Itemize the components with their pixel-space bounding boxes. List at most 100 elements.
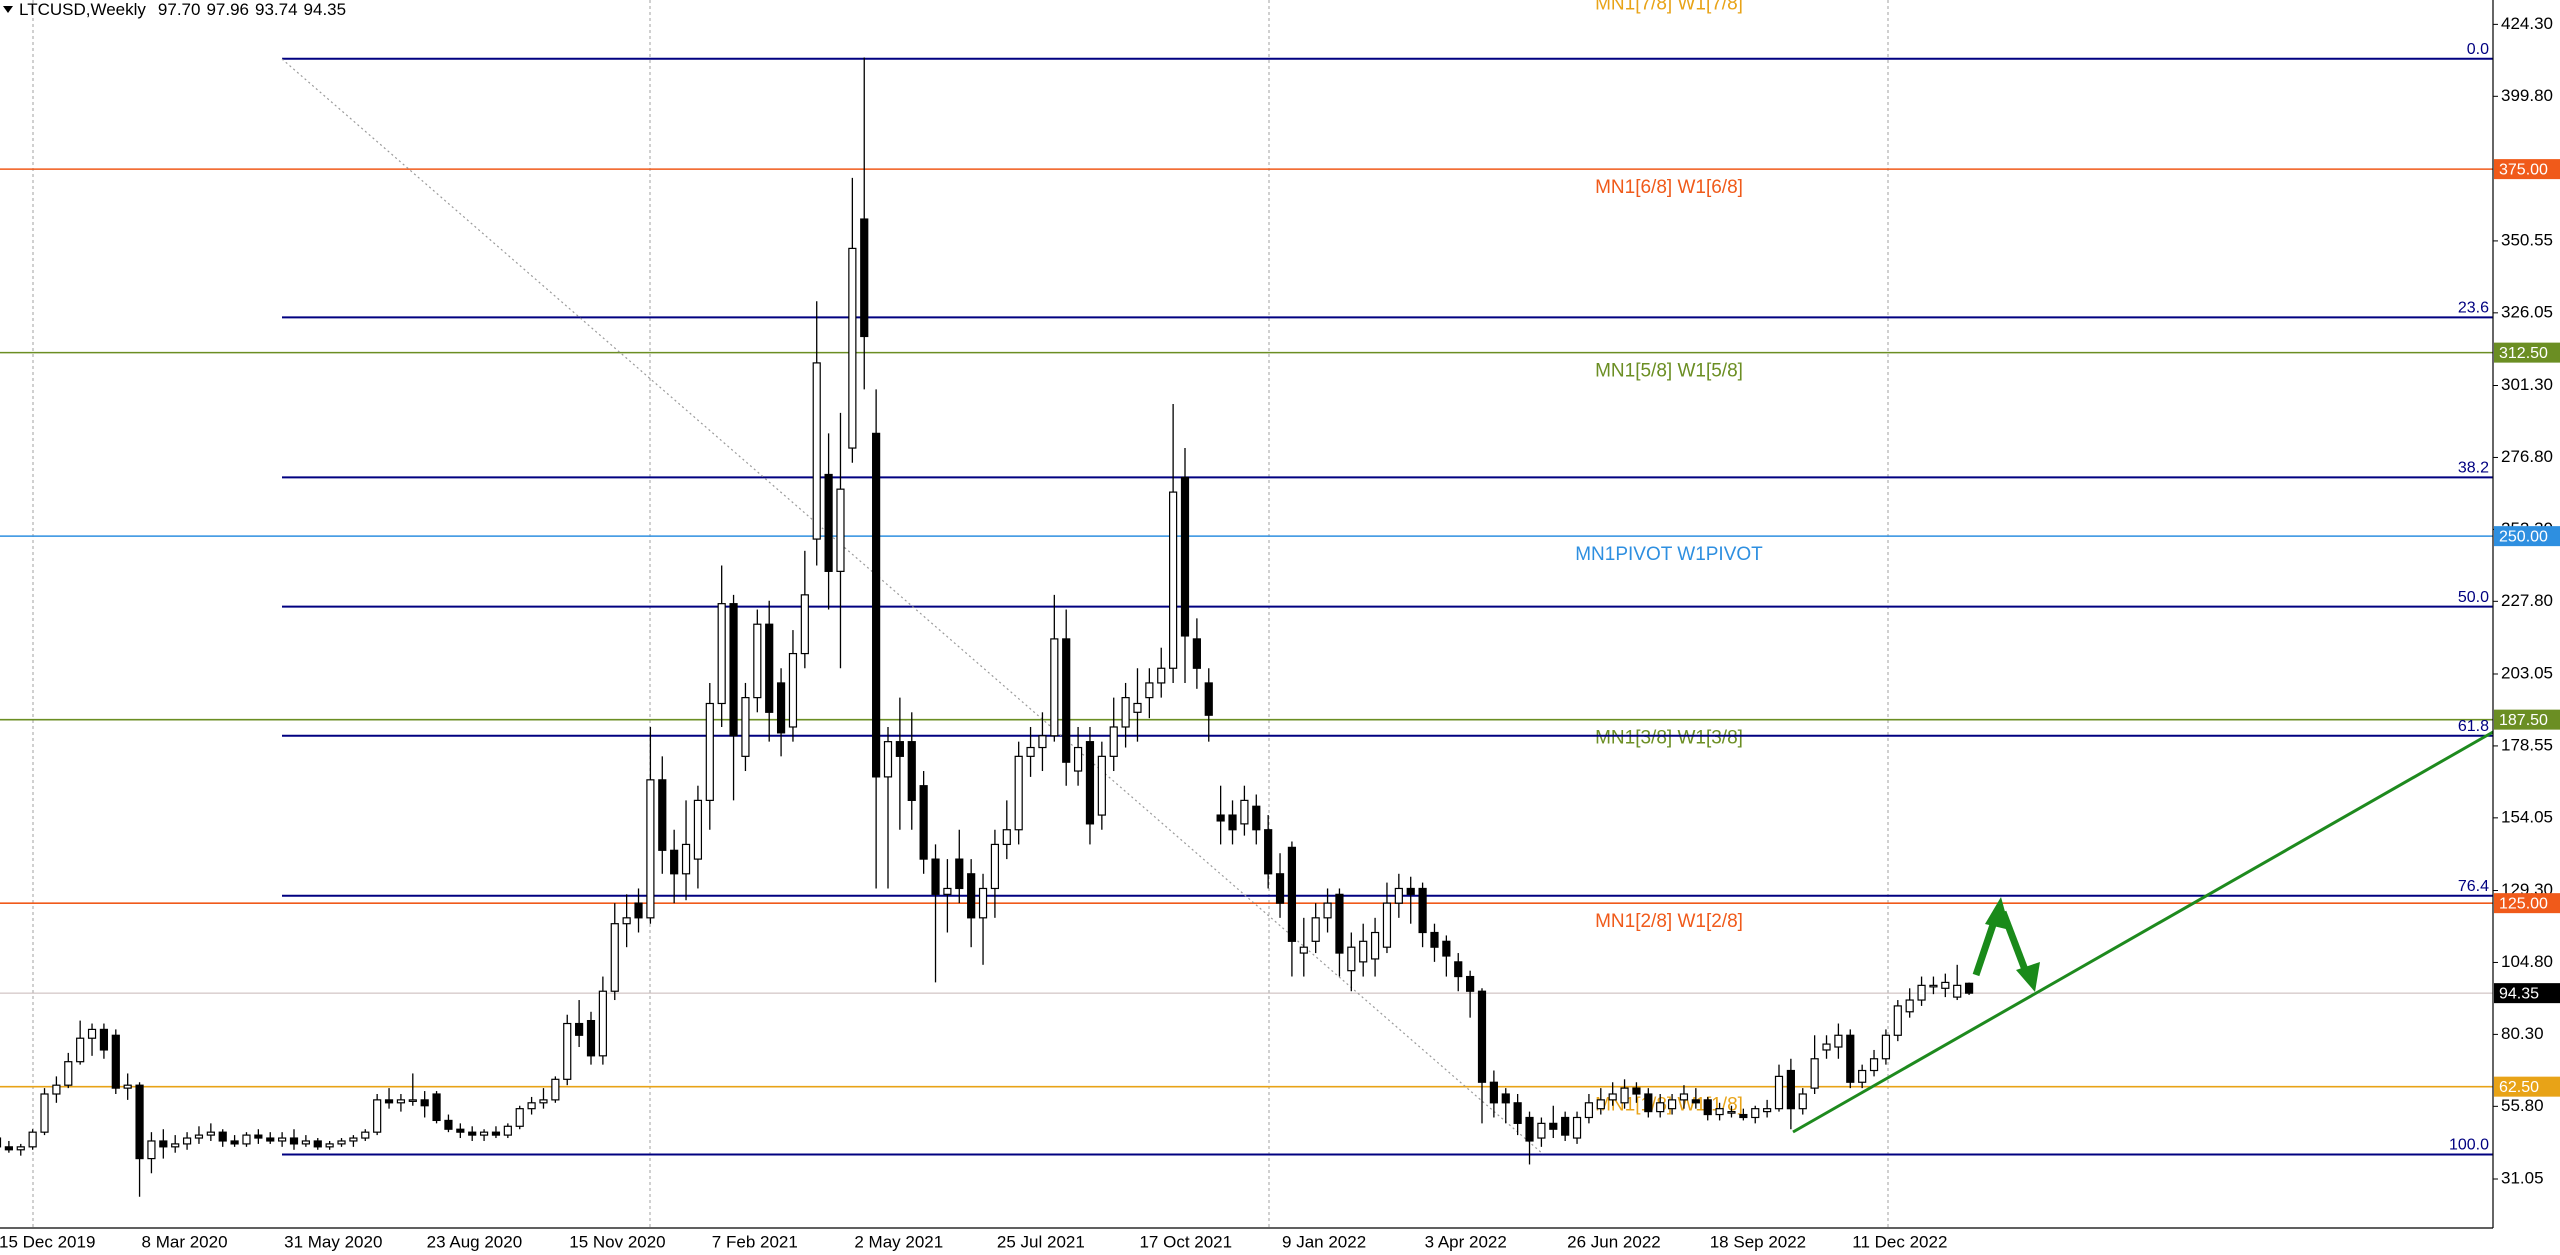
x-tick-label: 23 Aug 2020	[427, 1232, 522, 1251]
x-tick-label: 15 Nov 2020	[569, 1232, 665, 1251]
candle-body	[1727, 1111, 1736, 1114]
candle-body	[1477, 990, 1487, 1083]
candle-body	[1204, 682, 1213, 716]
level-name: MN1[6/8] W1[6/8]	[1595, 177, 1743, 198]
candle-body	[278, 1137, 287, 1142]
close-label: 94.35	[304, 0, 347, 19]
candle-body	[266, 1137, 275, 1142]
candle-body	[919, 785, 928, 860]
candle-body	[575, 1022, 584, 1036]
y-tick-label: 80.30	[2501, 1024, 2544, 1043]
candle-body	[1691, 1099, 1700, 1104]
candle-body	[1085, 741, 1095, 825]
candle-body	[76, 1037, 85, 1063]
candle-body	[361, 1131, 370, 1139]
annotations	[1792, 730, 2494, 1134]
candle-body	[384, 1099, 394, 1104]
candle-body	[408, 1099, 417, 1102]
candle-body	[432, 1093, 441, 1122]
current-price-label: 94.35	[2499, 985, 2539, 1002]
arrow-head	[2016, 962, 2040, 992]
symbol: LTCUSD,Weekly	[19, 0, 146, 19]
candle-body	[254, 1134, 263, 1139]
candle-body	[1394, 887, 1403, 904]
candle-body	[99, 1028, 109, 1051]
fibonacci: 0.0 23.6 38.2 50.0 61.8 76.4 100.0	[0, 41, 2493, 1156]
candle-body	[456, 1128, 465, 1133]
x-tick-label: 2 May 2021	[854, 1232, 943, 1251]
candle-body	[1228, 814, 1237, 831]
candle-body	[895, 741, 904, 757]
candle-body	[1109, 726, 1118, 757]
candle-body	[1038, 735, 1047, 749]
candle-body	[1834, 1034, 1843, 1048]
candle-body	[1656, 1102, 1665, 1113]
candle-body	[1513, 1102, 1522, 1124]
candle-body	[1739, 1113, 1748, 1119]
fib-label: 38.2	[2458, 460, 2489, 477]
candle-body	[1632, 1087, 1641, 1095]
candle-body	[147, 1140, 156, 1160]
y-tick-label: 399.80	[2501, 86, 2553, 105]
candle-body	[111, 1034, 120, 1089]
candle-body	[313, 1140, 322, 1148]
candle-body	[1537, 1122, 1546, 1139]
x-tick-label: 26 Jun 2022	[1567, 1232, 1661, 1251]
x-tick-label: 3 Apr 2022	[1425, 1232, 1507, 1251]
candle-body	[753, 623, 762, 699]
arrow-down	[1999, 910, 2031, 977]
period-separators	[32, 0, 1889, 1228]
candle-body	[931, 858, 940, 895]
candle-body	[978, 887, 988, 919]
level-price-box	[2494, 159, 2560, 180]
y-tick-label: 55.80	[2501, 1096, 2544, 1115]
candle-body	[1644, 1093, 1653, 1113]
level-name: MN1[5/8] W1[5/8]	[1595, 361, 1743, 382]
candle-body	[396, 1099, 406, 1104]
candle-body	[182, 1137, 192, 1145]
candle-body	[1774, 1075, 1784, 1110]
candle-body	[1026, 746, 1035, 757]
level-price-label: 125.00	[2499, 895, 2548, 912]
candle-body	[1097, 755, 1106, 816]
candle-body	[420, 1099, 429, 1107]
candle-body	[1240, 799, 1249, 825]
candle-body	[693, 799, 703, 860]
candle-body	[990, 843, 1000, 890]
candle-body	[1810, 1058, 1819, 1089]
candle-body	[1786, 1069, 1795, 1110]
candle-body	[1002, 829, 1011, 846]
candle-body	[1382, 902, 1392, 948]
level-name: MN1PIVOT W1PIVOT	[1575, 544, 1763, 565]
candle-body	[1406, 887, 1415, 895]
candle-body	[563, 1022, 572, 1080]
level-price-label: 375.00	[2499, 161, 2548, 178]
candle-body	[1145, 682, 1154, 699]
candle-body	[1311, 917, 1320, 942]
fib-label: 50.0	[2458, 589, 2489, 606]
level-price-label: 250.00	[2499, 528, 2548, 545]
candle-body	[1180, 476, 1190, 637]
x-tick-label: 7 Feb 2021	[712, 1232, 798, 1251]
candle-body	[16, 1146, 25, 1151]
x-tick-label: 18 Sep 2022	[1710, 1232, 1806, 1251]
candle-body	[1549, 1122, 1558, 1130]
candle-body	[836, 488, 845, 572]
high-label: 97.96	[206, 0, 249, 19]
y-tick-label: 178.55	[2501, 735, 2553, 754]
candle-body	[800, 594, 809, 655]
candle-body	[1014, 755, 1023, 831]
candle-body	[883, 741, 893, 778]
level-price-box	[2494, 1076, 2560, 1097]
fib-label: 100.0	[2449, 1137, 2489, 1154]
level-name: MN1[7/8] W1[7/8]	[1595, 0, 1743, 15]
candle-body	[1347, 946, 1356, 972]
murray-levels: MN1[7/8] W1[7/8] MN1[6/8] W1[6/8] MN1[5/8]…	[0, 0, 2493, 1116]
candle-body	[527, 1102, 536, 1110]
time-axis-panel	[0, 1228, 2560, 1255]
candle-body	[479, 1131, 489, 1136]
header: LTCUSD,Weekly 97.70 97.96 93.74 94.35	[3, 0, 346, 19]
candle-body	[1929, 984, 1938, 988]
x-tick-label: 11 Dec 2022	[1852, 1232, 1947, 1251]
